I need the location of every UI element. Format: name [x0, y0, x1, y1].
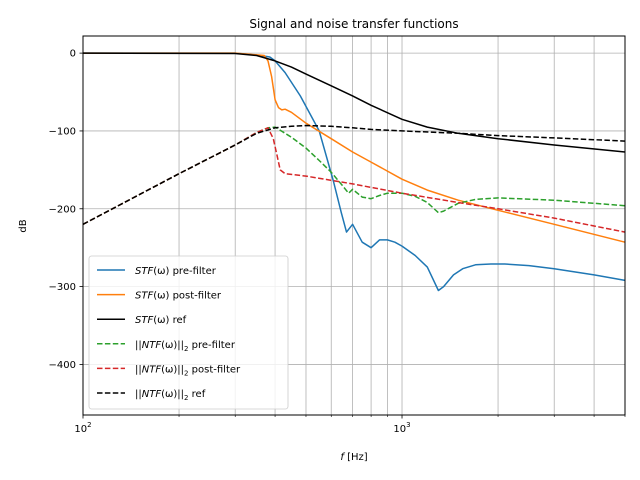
y-tick-label: 0 [70, 49, 76, 60]
y-tick-label: −100 [49, 126, 76, 137]
legend-entry-label: ||NTF(ω)||2 post-filter [135, 364, 241, 377]
legend-entry-label: STF(ω) pre-filter [135, 266, 217, 277]
x-tick-label: 102 [74, 421, 91, 435]
y-tick-label: −300 [49, 282, 76, 293]
series-line [83, 52, 626, 292]
legend-entry-label: STF(ω) post-filter [135, 291, 222, 302]
axis-ticks: 102 103 0 −100 −200 −300 −400 [49, 49, 626, 435]
series-line [83, 52, 626, 243]
series-line [82, 52, 626, 153]
series-lines [82, 52, 626, 292]
chart-title: Signal and noise transfer functions [249, 17, 458, 31]
plot-frame [82, 35, 626, 416]
x-tick-label: 103 [393, 421, 410, 435]
x-axis-label: f [Hz] [340, 452, 367, 463]
series-line [82, 126, 626, 225]
legend-entry-label: STF(ω) ref [135, 315, 187, 326]
legend-entry-label: ||NTF(ω)||2 pre-filter [135, 340, 236, 353]
series-line [82, 124, 626, 225]
y-tick-label: −400 [49, 360, 76, 371]
legend-box [88, 255, 289, 410]
y-axis-label: dB [18, 219, 29, 232]
legend: STF(ω) pre-filter STF(ω) post-filter STF(ω… [88, 255, 289, 410]
legend-entry-label: ||NTF(ω)||2 ref [135, 389, 206, 402]
y-tick-label: −200 [49, 204, 76, 215]
